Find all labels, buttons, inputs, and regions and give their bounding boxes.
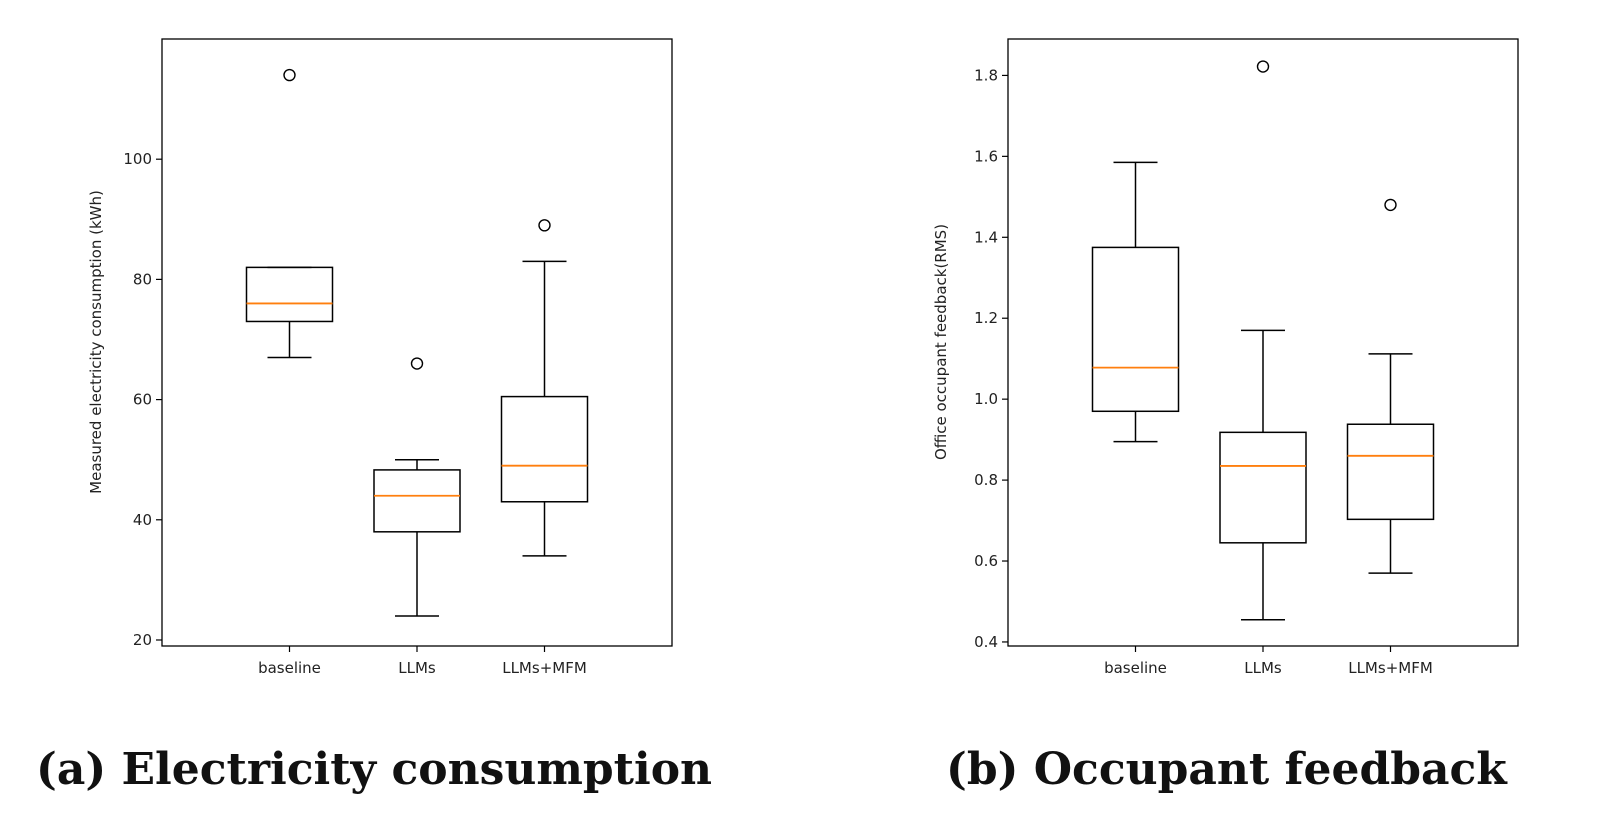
y-tick-label: 1.4 <box>974 228 998 246</box>
x-tick-label: LLMs+MFM <box>1348 659 1433 677</box>
box-baseline <box>245 68 334 359</box>
outlier-point <box>410 357 424 370</box>
outlier-point <box>1256 60 1270 73</box>
x-tick-label: baseline <box>258 659 321 677</box>
box-baseline <box>1091 161 1180 443</box>
y-axis-label: Office occupant feedback(RMS) <box>932 224 950 460</box>
x-tick-label: LLMs+MFM <box>502 659 587 677</box>
y-tick-label: 100 <box>123 150 152 168</box>
y-tick-label: 80 <box>133 270 152 288</box>
iqr-box <box>245 266 334 323</box>
y-tick-label: 20 <box>133 631 152 649</box>
iqr-box <box>500 395 589 503</box>
caption: (b) Occupant feedback <box>946 744 1508 795</box>
iqr-box <box>373 469 461 533</box>
y-tick-label: 0.8 <box>974 471 998 489</box>
x-tick-label: baseline <box>1104 659 1167 677</box>
y-tick-label: 1.0 <box>974 390 998 408</box>
box-llms-mfm <box>1346 198 1435 574</box>
y-tick-label: 0.4 <box>974 633 998 651</box>
iqr-box <box>1091 246 1180 413</box>
outlier-point <box>538 219 551 232</box>
box-llms <box>1219 60 1307 621</box>
y-tick-label: 60 <box>133 391 152 409</box>
x-tick-label: LLMs <box>1244 659 1282 677</box>
box-llms-mfm <box>500 219 589 557</box>
outlier-point <box>1384 198 1397 212</box>
y-tick-label: 0.6 <box>974 552 998 570</box>
y-axis-label: Measured electricity consumption (kWh) <box>87 190 105 494</box>
y-tick-label: 1.2 <box>974 309 998 327</box>
caption: (a) Electricity consumption <box>36 744 712 795</box>
chart-occupant-feedback: 0.4 0.6 0.8 1.0 1.2 1.4 1.6 1.8 baseline LLMs LLM… <box>932 38 1519 795</box>
box-llms <box>373 357 461 617</box>
x-tick-label: LLMs <box>398 659 436 677</box>
iqr-box <box>1219 431 1307 544</box>
outlier-point <box>283 68 296 82</box>
y-tick-label: 40 <box>133 511 152 529</box>
chart-electricity-consumption: 20 40 60 80 100 baseline LLMs LLMs+MFM Measure… <box>36 38 712 795</box>
iqr-box <box>1346 423 1435 521</box>
y-tick-label: 1.6 <box>974 147 998 165</box>
y-tick-label: 1.8 <box>974 66 998 84</box>
